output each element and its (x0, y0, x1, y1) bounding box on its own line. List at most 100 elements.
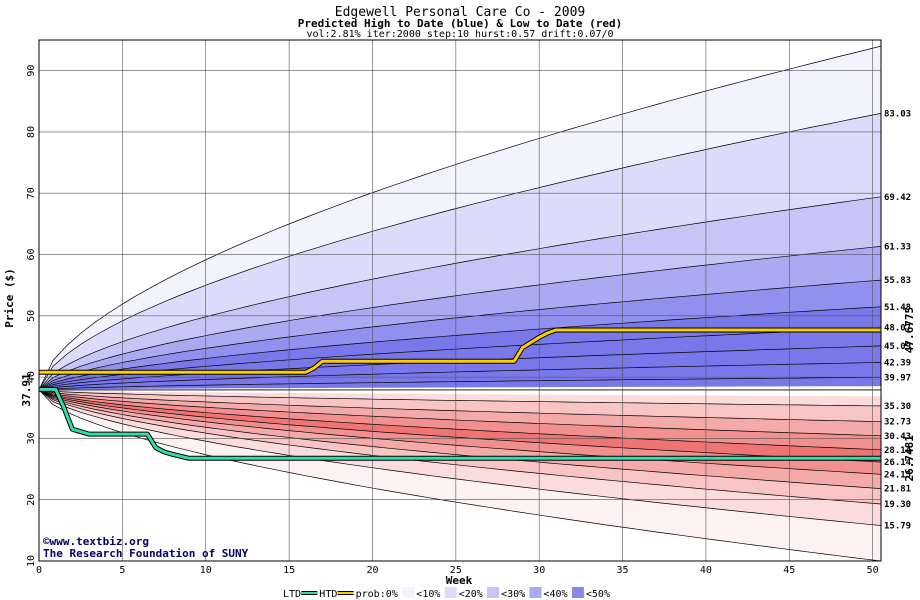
legend-swatch-label: <40% (544, 589, 568, 600)
quantile-curve-28.14 (38, 389, 882, 451)
high-band-2 (39, 196, 881, 390)
credit-website: ©www.textbiz.org (43, 535, 149, 548)
low-band-2 (39, 389, 881, 436)
y-axis-ticks: 10 20 30 40 50 60 70 80 90 (26, 65, 37, 567)
grid-lines (38, 40, 881, 562)
x-tick-label: 25 (450, 565, 462, 576)
end-label-39.97: 39.97 (884, 373, 911, 383)
ltd-end-label: 26.7481 (903, 435, 916, 482)
x-tick-label: 50 (867, 565, 879, 576)
quantile-curve-21.81 (38, 389, 882, 489)
low-band-6 (39, 389, 881, 489)
x-tick-label: 10 (200, 565, 212, 576)
low-band-3 (39, 389, 881, 450)
x-tick-label: 20 (366, 565, 378, 576)
low-band-1 (39, 389, 881, 422)
x-tick-label: 45 (783, 565, 795, 576)
high-band-8 (39, 362, 881, 390)
x-tick-label: 15 (283, 565, 295, 576)
quantile-curve-19.30 (38, 389, 882, 505)
y-tick-label: 90 (26, 65, 37, 77)
x-axis-label: Week (446, 574, 473, 587)
x-tick-label: 0 (36, 565, 42, 576)
low-band-8 (39, 389, 881, 526)
high-band-9 (39, 377, 881, 390)
low-band-0 (39, 389, 881, 406)
end-label-61.33: 61.33 (884, 242, 911, 252)
legend-swatch-label: <50% (586, 589, 610, 600)
low-band-7 (39, 389, 881, 504)
quantile-curve-48.07 (38, 327, 882, 391)
y-tick-label: 80 (26, 126, 37, 138)
series-lines (39, 327, 881, 461)
quantile-curve-69.42 (38, 196, 882, 391)
quantile-curve-30.43 (38, 389, 882, 437)
legend-swatch (402, 587, 415, 598)
quantile-curve-39.97 (38, 376, 882, 391)
legend: LTD HTD prob:0% <10% <20% <30% <40% <50% (283, 587, 610, 600)
quantile-curve-35.30 (38, 389, 882, 407)
end-label-19.30: 19.30 (884, 500, 911, 510)
plot-frame (38, 39, 882, 562)
high-band-7 (39, 345, 881, 390)
end-label-32.73: 32.73 (884, 418, 911, 428)
ltd-series-line (39, 387, 881, 460)
low-band-5 (39, 389, 881, 475)
end-label-35.30: 35.30 (884, 402, 911, 412)
y-tick-label: 30 (26, 432, 37, 444)
high-band-3 (39, 246, 881, 390)
legend-label-ltd: LTD (283, 589, 301, 600)
legend-swatch-label: <20% (459, 589, 483, 600)
end-label-45.09: 45.09 (884, 342, 911, 352)
x-tick-label: 40 (700, 565, 712, 576)
legend-swatch (487, 587, 500, 598)
quantile-curve-61.33 (38, 246, 882, 391)
quantile-curve-51.48 (38, 306, 882, 391)
end-label-83.03: 83.03 (884, 109, 911, 119)
end-label-51.48: 51.48 (884, 303, 911, 313)
quantile-curve-42.39 (38, 362, 882, 391)
x-axis-ticks: 0 5 10 15 20 25 30 35 40 45 50 (36, 565, 879, 576)
legend-swatch-label: <30% (501, 589, 525, 600)
probability-bands (39, 40, 881, 561)
chart-title: Edgewell Personal Care Co - 2009 (335, 5, 585, 20)
low-band-4 (39, 389, 881, 463)
y-axis-label: Price ($) (3, 268, 16, 328)
quantile-curve-24.15 (38, 389, 882, 475)
quantile-curve-83.03 (38, 113, 882, 391)
lower-envelope-curve (38, 389, 882, 562)
y-tick-label: 60 (26, 249, 37, 261)
chart-params: vol:2.81% iter:2000 step:10 hurst:0.57 d… (306, 29, 613, 40)
end-label-21.81: 21.81 (884, 485, 911, 495)
y-tick-label: 50 (26, 310, 37, 322)
htd-series-line (39, 328, 881, 374)
legend-swatch (529, 587, 542, 598)
quantile-curve-26.14 (38, 389, 882, 463)
end-label-69.42: 69.42 (884, 193, 911, 203)
high-band-1 (39, 113, 881, 390)
legend-swatch (444, 587, 457, 598)
y-tick-label: 10 (26, 555, 37, 567)
low-band-9 (39, 389, 881, 561)
quantile-curve-15.79 (38, 389, 882, 526)
y-tick-label: 20 (26, 494, 37, 506)
end-label-24.15: 24.15 (884, 470, 911, 480)
legend-label-htd: HTD (319, 589, 337, 600)
quantile-curve-32.73 (38, 389, 882, 423)
x-tick-label: 35 (617, 565, 629, 576)
end-label-15.79: 15.79 (884, 522, 911, 532)
legend-swatch (571, 587, 584, 598)
legend-prob-label: prob:0% (356, 589, 398, 600)
end-label-28.14: 28.14 (884, 446, 912, 456)
y-tick-label: 40 (26, 371, 37, 383)
end-label-42.39: 42.39 (884, 358, 911, 368)
htd-end-label: 47.6775 (903, 307, 916, 353)
end-label-55.83: 55.83 (884, 276, 911, 286)
x-tick-label: 5 (119, 565, 125, 576)
quantile-curves (38, 45, 882, 562)
quantile-curve-55.83 (38, 279, 882, 391)
start-price-label: 37.91 (20, 373, 33, 406)
credit-organization: The Research Foundation of SUNY (43, 547, 249, 560)
end-label-48.07: 48.07 (884, 324, 911, 334)
